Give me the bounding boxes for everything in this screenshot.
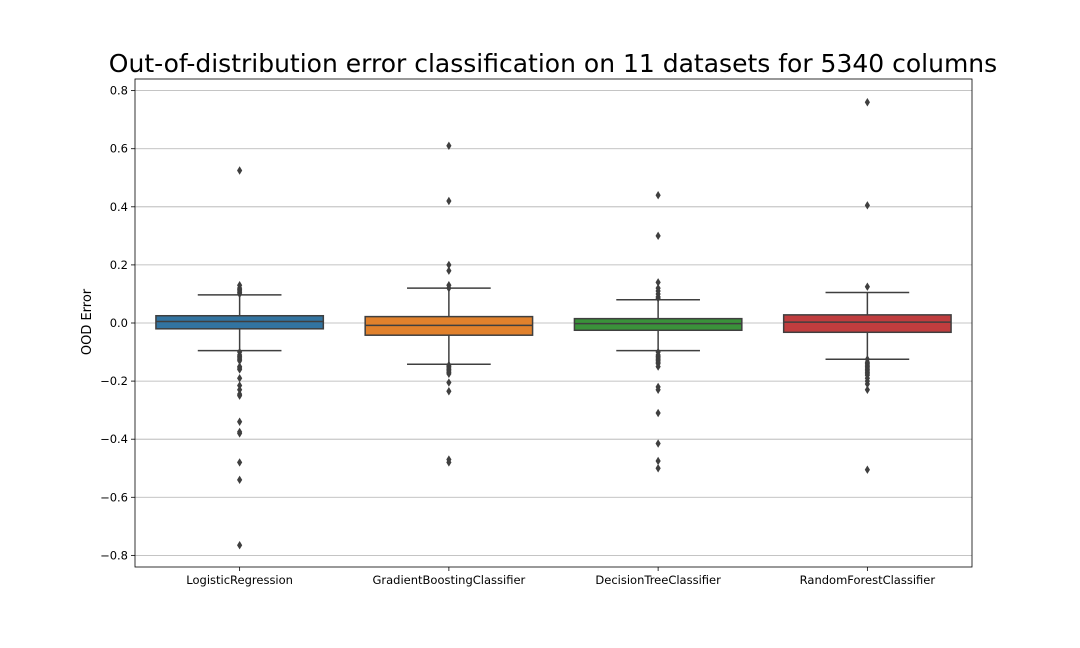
outlier-point (655, 278, 661, 287)
outlier-point (655, 362, 661, 371)
outlier-point (237, 385, 243, 395)
outlier-point (237, 475, 243, 485)
outlier-point (655, 231, 661, 241)
y-tick-label: −0.2 (100, 374, 128, 388)
outlier-point (446, 369, 452, 379)
y-axis-ticks: −0.8 −0.6 −0.4 −0.2 0.0 0.2 0.4 0.6 0.8 (100, 84, 135, 562)
x-tick-label: GradientBoostingClassifier (372, 573, 525, 587)
box-group (364, 141, 534, 467)
x-axis-ticks: LogisticRegression GradientBoostingClassi… (186, 567, 935, 587)
outlier-point (237, 373, 243, 383)
y-tick-label: 0.4 (110, 200, 128, 214)
outlier-point (655, 385, 661, 395)
y-tick-label: 0.0 (110, 316, 128, 330)
y-tick-label: −0.4 (100, 432, 128, 446)
y-axis-label: OOD Error (80, 288, 95, 355)
y-tick-label: 0.6 (110, 142, 128, 156)
outlier-point (237, 391, 243, 400)
box-group (573, 190, 743, 473)
outlier-point (446, 196, 452, 206)
outlier-point (655, 294, 661, 303)
box-group (155, 166, 325, 550)
outlier-point (655, 190, 661, 200)
box-group (782, 98, 952, 474)
outlier-point (237, 381, 243, 390)
outlier-point (655, 408, 661, 418)
y-tick-label: 0.2 (110, 258, 128, 272)
y-tick-label: −0.8 (100, 548, 128, 562)
outlier-point (237, 458, 243, 467)
y-tick-label: 0.8 (110, 84, 128, 98)
outlier-point (864, 379, 870, 389)
y-tick-label: −0.6 (100, 490, 128, 504)
chart-title: Out-of-distribution error classification… (109, 49, 997, 78)
x-tick-label: LogisticRegression (186, 573, 293, 587)
outlier-point (446, 458, 452, 467)
outlier-point (237, 289, 243, 299)
outlier-point (237, 365, 243, 374)
outlier-point (864, 465, 870, 474)
outlier-point (237, 356, 243, 365)
outlier-point (446, 141, 452, 151)
box (782, 314, 952, 334)
outlier-point (446, 260, 452, 270)
outlier-point (864, 201, 870, 210)
outlier-point (237, 541, 243, 550)
outlier-point (237, 417, 243, 426)
outlier-point (655, 439, 661, 448)
box (573, 317, 743, 332)
outlier-point (446, 283, 452, 293)
boxes (155, 98, 952, 550)
outlier-point (864, 385, 870, 395)
outlier-point (237, 429, 243, 438)
outlier-point (655, 456, 661, 466)
outlier-point (655, 464, 661, 473)
outlier-point (237, 166, 243, 175)
outlier-point (446, 378, 452, 387)
x-tick-label: DecisionTreeClassifier (595, 573, 721, 587)
outlier-point (864, 282, 870, 291)
outlier-point (864, 98, 870, 107)
outlier-point (446, 387, 452, 396)
outlier-point (446, 266, 452, 275)
plot-frame (134, 78, 973, 568)
x-tick-label: RandomForestClassifier (800, 573, 936, 587)
